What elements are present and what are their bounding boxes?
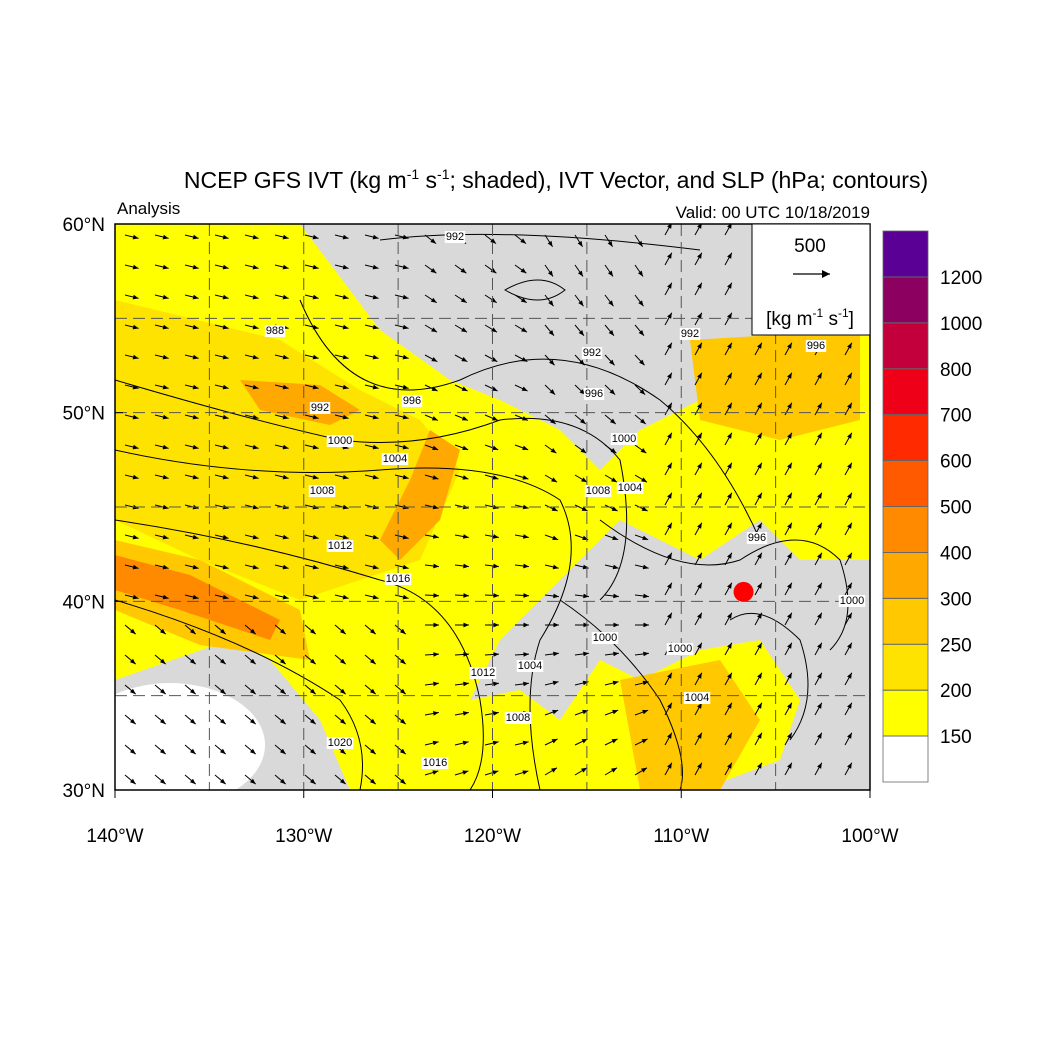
unit-part: -1	[838, 306, 849, 320]
contour-label: 1004	[383, 453, 407, 465]
colorbar-label: 800	[940, 360, 972, 381]
title-part: -1	[407, 166, 420, 182]
unit-part: s	[823, 309, 838, 330]
colorbar-label: 1000	[940, 314, 982, 335]
contour-label: 996	[585, 388, 603, 400]
contour-label: 1008	[506, 712, 530, 724]
unit-part: ]	[849, 309, 854, 330]
colorbar-label: 400	[940, 543, 972, 564]
colorbar-box	[883, 369, 928, 415]
title: NCEP GFS IVT (kg m-1 s-1; shaded), IVT V…	[184, 166, 928, 193]
contour-label: 988	[266, 325, 284, 337]
contour-label: 996	[403, 395, 421, 407]
colorbar-label: 250	[940, 635, 972, 656]
lon-label: 140°W	[86, 826, 143, 847]
colorbar-box	[883, 277, 928, 323]
contour-label: 996	[807, 340, 825, 352]
contour-label: 1012	[471, 667, 495, 679]
colorbar-box	[883, 323, 928, 369]
colorbar-box	[883, 690, 928, 736]
contour-label: 1000	[840, 595, 864, 607]
map-field: 992 988 992 996 1000 1004 1008 1012 1016 1020 1016…	[75, 223, 870, 807]
contour-label: 1008	[310, 485, 334, 497]
unit-part: -1	[813, 306, 824, 320]
colorbar: 150 200 250 300 400 500 600 700 800 1000 1200	[883, 231, 982, 782]
contour-label: 992	[681, 328, 699, 340]
contour-label: 1004	[685, 692, 709, 704]
contour-label: 1016	[423, 757, 447, 769]
colorbar-box	[883, 507, 928, 553]
location-marker	[734, 582, 754, 602]
contour-label: 1000	[668, 643, 692, 655]
lon-label: 100°W	[841, 826, 898, 847]
colorbar-box	[883, 736, 928, 782]
colorbar-label: 150	[940, 727, 972, 748]
lat-label: 50°N	[63, 404, 105, 425]
title-part: NCEP GFS IVT (kg m	[184, 167, 407, 193]
contour-label: 1020	[328, 737, 352, 749]
subtitle: Analysis	[117, 199, 180, 218]
lon-label: 110°W	[653, 826, 709, 847]
lat-label: 30°N	[63, 781, 105, 802]
lat-label: 40°N	[63, 592, 105, 613]
contour-label: 992	[311, 402, 329, 414]
contour-label: 1000	[612, 433, 636, 445]
ivt-250	[690, 330, 860, 440]
title-part: s	[419, 167, 437, 193]
colorbar-box	[883, 415, 928, 461]
contour-label: 1012	[328, 540, 352, 552]
contour-label: 1004	[618, 482, 642, 494]
contour-label: 1000	[593, 632, 617, 644]
lon-label: 120°W	[464, 826, 521, 847]
colorbar-label: 700	[940, 406, 972, 427]
contour-label: 992	[446, 231, 464, 243]
lon-label: 130°W	[275, 826, 332, 847]
colorbar-label: 600	[940, 452, 972, 473]
title-part: -1	[437, 166, 450, 182]
lat-label: 60°N	[63, 215, 105, 236]
colorbar-box	[883, 552, 928, 598]
colorbar-box	[883, 231, 928, 277]
colorbar-label: 300	[940, 589, 972, 610]
contour-label: 1016	[386, 573, 410, 585]
contour-label: 1004	[518, 660, 542, 672]
contour-label: 992	[583, 347, 601, 359]
contour-label: 1000	[328, 435, 352, 447]
contour-label: 1008	[586, 485, 610, 497]
unit-part: [kg m	[766, 309, 812, 330]
colorbar-label: 500	[940, 498, 972, 519]
title-part: ; shaded), IVT Vector, and SLP (hPa; con…	[450, 167, 929, 193]
colorbar-box	[883, 461, 928, 507]
valid-time: Valid: 00 UTC 10/18/2019	[676, 203, 870, 222]
contour-label: 996	[748, 532, 766, 544]
colorbar-box	[883, 644, 928, 690]
colorbar-box	[883, 598, 928, 644]
colorbar-label: 200	[940, 681, 972, 702]
reference-value: 500	[794, 236, 826, 257]
colorbar-label: 1200	[940, 268, 982, 289]
